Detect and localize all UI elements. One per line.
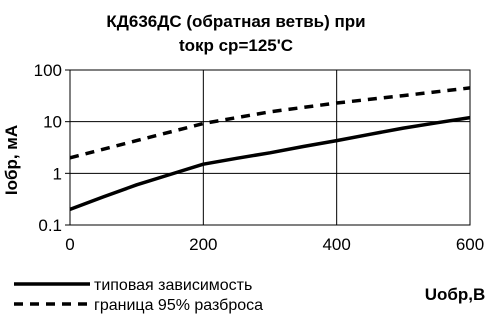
y-tick-label: 0.1 (38, 216, 62, 235)
series-line-bound-95 (69, 86, 471, 160)
series-line-typical (69, 115, 471, 212)
x-tick-label: 600 (456, 235, 484, 254)
x-tick-label: 0 (65, 235, 74, 254)
y-tick-label: 1 (53, 164, 62, 183)
y-tick-label: 100 (34, 61, 62, 80)
x-axis-label: Uобр,В (425, 285, 486, 304)
y-axis-label: Iобр, мА (2, 125, 21, 195)
x-tick-label: 400 (322, 235, 350, 254)
legend: типовая зависимость граница 95% разброса (14, 277, 263, 314)
x-tick-label: 200 (189, 235, 217, 254)
chart-title-line-2: tокр ср=125'C (179, 36, 293, 55)
chart-title-line-1: КД636ДС (обратная ветвь) при (106, 12, 365, 31)
plot-border (69, 69, 471, 226)
plot-area (69, 86, 471, 212)
y-tick-label: 10 (43, 113, 62, 132)
tick-labels: 0.1 1 10 100 0 200 400 600 (34, 61, 485, 254)
gridlines (65, 69, 471, 226)
legend-label-bound: граница 95% разброса (94, 297, 263, 314)
legend-label-typical: типовая зависимость (94, 277, 252, 294)
